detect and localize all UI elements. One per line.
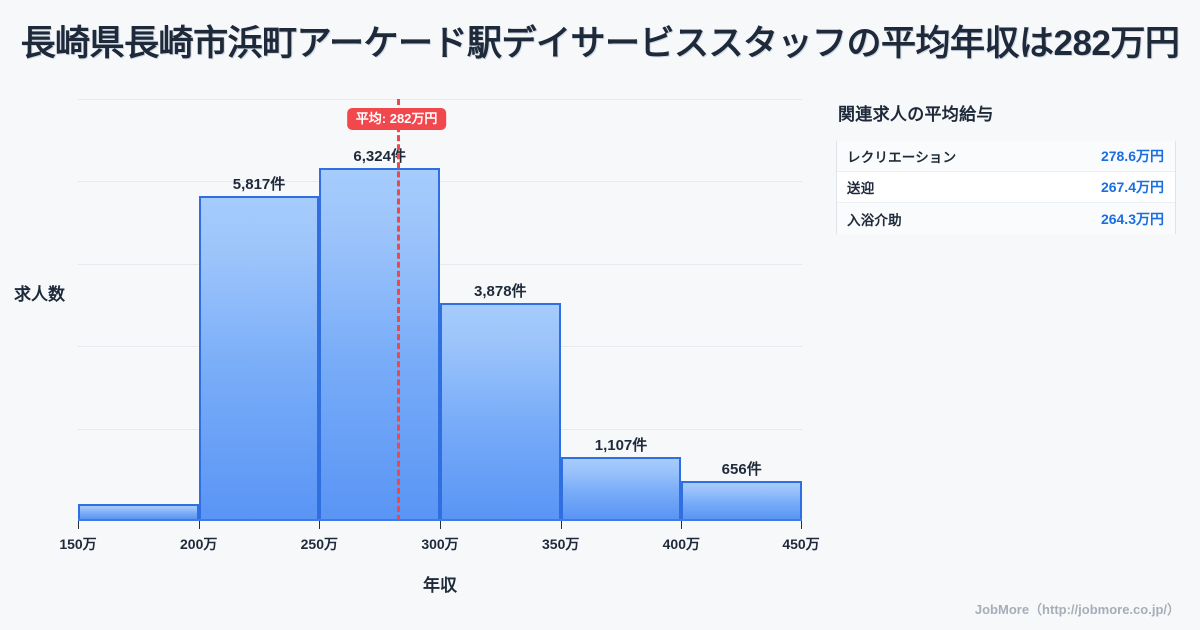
- table-row-value: 264.3万円: [1100, 210, 1164, 227]
- x-axis-tick-label: 400万: [662, 536, 700, 552]
- histogram-bar[interactable]: [319, 168, 440, 521]
- table-row[interactable]: 送迎 267.4万円: [837, 172, 1175, 203]
- bar-value-label: 6,324件: [353, 148, 406, 165]
- histogram-bar[interactable]: [198, 196, 320, 521]
- related-salary-panel: 関連求人の平均給与 レクリエーション 278.6万円 送迎 267.4万円 入浴…: [836, 100, 1176, 234]
- x-axis-tick: [198, 521, 200, 529]
- x-axis-tick: [801, 521, 802, 529]
- salary-histogram-chart: 求人数 年収 5,817件 6,324件 3,878件 1,107件 656件 …: [0, 90, 830, 610]
- table-row-label: 入浴介助: [847, 212, 902, 228]
- x-axis-tick: [560, 521, 562, 529]
- histogram-bar[interactable]: [681, 481, 802, 521]
- table-row-label: 送迎: [847, 181, 875, 196]
- x-axis-tick: [319, 521, 321, 529]
- table-row-value: 278.6万円: [1100, 148, 1164, 164]
- table-row[interactable]: レクリエーション 278.6万円: [837, 141, 1175, 172]
- x-axis-tick: [78, 521, 79, 529]
- x-axis-tick-label: 450万: [782, 536, 820, 552]
- related-salary-title: 関連求人の平均給与: [838, 105, 994, 124]
- bar-value-label: 5,817件: [232, 176, 286, 193]
- gridline: [78, 99, 802, 100]
- plot-area: 5,817件 6,324件 3,878件 1,107件 656件 平均: 282…: [59, 99, 820, 552]
- x-axis-tick-label: 350万: [542, 536, 580, 552]
- page-title: 長崎県長崎市浜町アーケード駅デイサービススタッフの平均年収は282万円: [20, 24, 1180, 63]
- site-attribution: JobMore（http://jobmore.co.jp/）: [974, 602, 1180, 617]
- related-salary-table: レクリエーション 278.6万円 送迎 267.4万円 入浴介助 264.3万円: [836, 141, 1176, 234]
- average-salary-line: [396, 99, 400, 521]
- x-axis-tick: [681, 521, 683, 529]
- bar-value-label: 1,107件: [594, 437, 648, 454]
- x-axis-tick-label: 200万: [180, 536, 218, 552]
- bar-value-label: 3,878件: [474, 283, 527, 300]
- x-axis-tick-label: 150万: [59, 536, 97, 552]
- x-axis-tick: [440, 521, 441, 529]
- average-salary-badge: 平均: 282万円: [346, 108, 447, 130]
- bar-value-label: 656件: [721, 461, 762, 478]
- x-axis-tick-label: 250万: [300, 536, 338, 552]
- histogram-bar[interactable]: [440, 303, 561, 521]
- table-row-value: 267.4万円: [1100, 179, 1164, 195]
- gridline: [78, 181, 802, 182]
- histogram-bar[interactable]: [560, 457, 682, 521]
- gridline: [78, 264, 802, 265]
- table-row-label: レクリエーション: [847, 150, 957, 165]
- x-axis-title: 年収: [423, 576, 457, 595]
- x-axis-line: [78, 519, 802, 521]
- y-axis-title: 求人数: [14, 285, 65, 304]
- x-axis-tick-label: 300万: [421, 536, 459, 552]
- table-row[interactable]: 入浴介助 264.3万円: [837, 203, 1175, 234]
